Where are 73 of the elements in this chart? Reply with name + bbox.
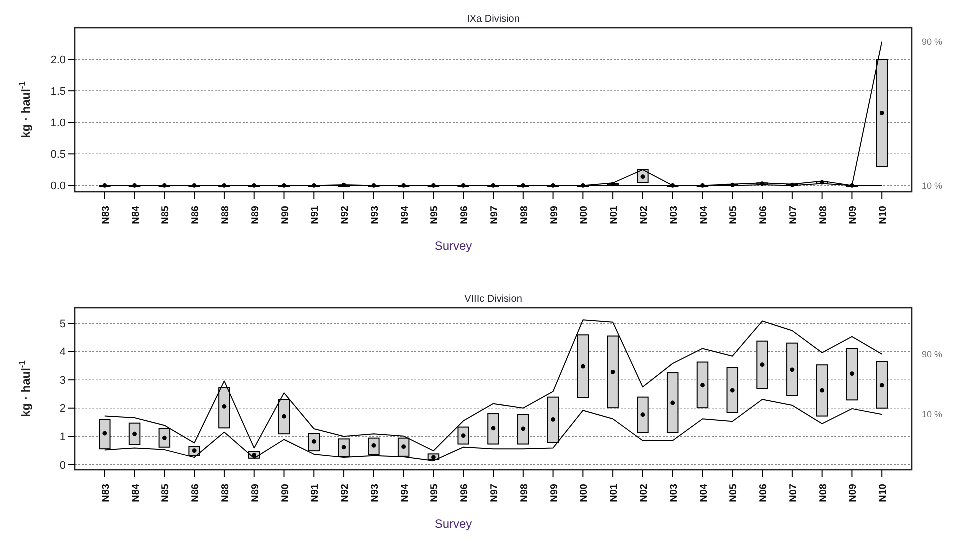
x-tick-label: N10 (878, 206, 890, 224)
x-tick-label: N84 (130, 206, 142, 224)
x-tick-label: N95 (430, 206, 441, 224)
y-tick-label: 1 (60, 431, 66, 444)
x-tick-label: N03 (668, 484, 680, 502)
x-tick-label: N09 (848, 484, 860, 502)
x-tick-label: N94 (400, 206, 411, 224)
x-tick-label: N05 (728, 206, 740, 224)
y-tick-label: 2.0 (50, 54, 66, 66)
chart-title: IXa Division (467, 14, 520, 25)
x-tick-label: N91 (310, 484, 322, 502)
x-tick-label: N99 (549, 206, 560, 224)
x-tick-label: N86 (190, 484, 202, 502)
x-axis-title: Survey (434, 239, 472, 253)
x-tick-label: N98 (519, 484, 530, 502)
x-tick-label: N89 (250, 484, 262, 502)
x-tick-label: N92 (340, 484, 352, 502)
x-tick-label: N83 (100, 484, 112, 502)
chart-title: VIIIc Division (464, 294, 522, 305)
x-tick-label: N02 (638, 484, 650, 502)
x-tick-label: N07 (788, 484, 800, 502)
x-tick-label: N01 (609, 484, 620, 502)
y-tick-label: 1.0 (50, 117, 66, 130)
text: 90 % (922, 350, 943, 360)
x-tick-label: N02 (638, 206, 650, 224)
x-tick-label: N92 (340, 206, 352, 224)
x-tick-label: N00 (579, 484, 590, 502)
x-tick-label: N85 (160, 484, 172, 502)
x-tick-label: N06 (758, 484, 770, 502)
x-tick-label: N10 (878, 484, 890, 502)
x-tick-label: N06 (758, 206, 770, 224)
x-tick-label: N85 (160, 206, 172, 224)
x-tick-label: N08 (818, 484, 830, 502)
y-tick-label: 5 (60, 318, 66, 330)
x-tick-label: N05 (728, 484, 740, 502)
x-axis-title: Survey (434, 517, 472, 531)
x-tick-label: N88 (220, 206, 232, 224)
y-tick-label: 0 (60, 460, 66, 472)
x-tick-label: N03 (668, 206, 680, 224)
x-tick-label: N07 (788, 206, 800, 224)
x-tick-label: N04 (698, 484, 710, 502)
text: 90 % (922, 37, 943, 48)
y-tick-label: 1.5 (50, 86, 66, 98)
x-tick-label: N90 (280, 484, 292, 502)
x-tick-label: N08 (818, 206, 830, 224)
x-tick-label: N84 (130, 484, 142, 502)
y-tick-label: 4 (60, 346, 66, 359)
x-tick-label: N04 (698, 206, 710, 224)
x-tick-label: N93 (370, 484, 381, 502)
x-tick-label: N91 (310, 206, 322, 224)
x-tick-label: N89 (250, 206, 262, 224)
x-tick-label: N95 (430, 484, 441, 502)
x-tick-label: N94 (400, 484, 411, 502)
y-tick-label: 0.0 (50, 180, 66, 193)
x-tick-label: N01 (609, 206, 620, 224)
x-tick-label: N97 (490, 206, 500, 224)
x-tick-label: N96 (460, 484, 471, 502)
x-tick-label: N00 (579, 206, 590, 224)
x-tick-label: N88 (220, 484, 232, 502)
x-tick-label: N96 (460, 206, 471, 224)
x-tick-label: N93 (370, 206, 381, 224)
x-tick-label: N86 (190, 206, 202, 224)
x-tick-label: N99 (549, 484, 560, 502)
y-tick-label: 0.5 (50, 149, 66, 162)
x-tick-label: N90 (280, 206, 292, 224)
text: 10 % (922, 410, 943, 420)
y-tick-label: 3 (60, 374, 66, 387)
x-tick-label: N09 (848, 206, 860, 224)
y-tick-label: 2 (60, 403, 66, 416)
x-tick-label: N83 (100, 206, 112, 224)
text: 10 % (922, 180, 943, 191)
x-tick-label: N97 (490, 484, 500, 502)
x-tick-label: N98 (519, 206, 530, 224)
